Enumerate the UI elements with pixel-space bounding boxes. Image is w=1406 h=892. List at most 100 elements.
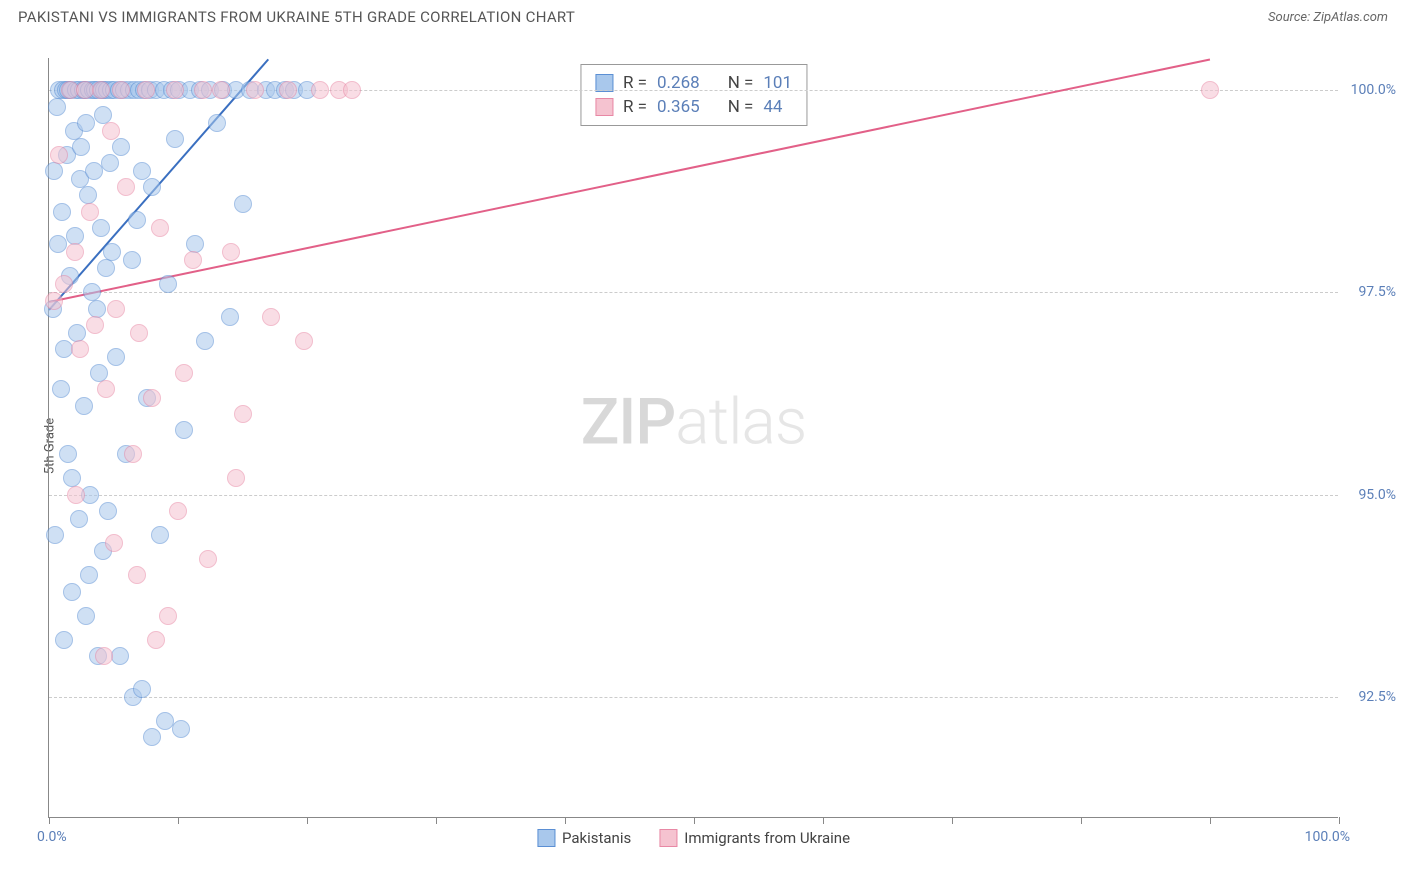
data-point bbox=[159, 607, 177, 625]
legend-label: Pakistanis bbox=[562, 829, 631, 847]
data-point bbox=[295, 332, 313, 350]
gridline bbox=[49, 495, 1338, 496]
data-point bbox=[196, 332, 214, 350]
data-point bbox=[143, 178, 161, 196]
data-point bbox=[55, 631, 73, 649]
legend-item: Pakistanis bbox=[537, 829, 631, 847]
data-point bbox=[172, 720, 190, 738]
stats-row: R = 0.268 N = 101 bbox=[595, 71, 792, 95]
data-point bbox=[80, 566, 98, 584]
data-point bbox=[133, 162, 151, 180]
data-point bbox=[50, 146, 68, 164]
x-tick bbox=[1210, 817, 1211, 824]
data-point bbox=[166, 81, 184, 99]
data-point bbox=[86, 316, 104, 334]
swatch-icon bbox=[595, 98, 613, 116]
data-point bbox=[53, 203, 71, 221]
x-tick bbox=[436, 817, 437, 824]
data-point bbox=[151, 526, 169, 544]
stat-label: N = bbox=[728, 97, 754, 117]
data-point bbox=[92, 219, 110, 237]
data-point bbox=[111, 647, 129, 665]
legend-label: Immigrants from Ukraine bbox=[684, 829, 850, 847]
data-point bbox=[77, 114, 95, 132]
data-point bbox=[234, 405, 252, 423]
data-point bbox=[194, 81, 212, 99]
data-point bbox=[107, 348, 125, 366]
data-point bbox=[46, 526, 64, 544]
gridline bbox=[49, 697, 1338, 698]
data-point bbox=[123, 251, 141, 269]
data-point bbox=[112, 138, 130, 156]
data-point bbox=[81, 203, 99, 221]
data-point bbox=[133, 680, 151, 698]
data-point bbox=[147, 631, 165, 649]
data-point bbox=[246, 81, 264, 99]
data-point bbox=[55, 275, 73, 293]
data-point bbox=[102, 122, 120, 140]
data-point bbox=[45, 162, 63, 180]
data-point bbox=[68, 324, 86, 342]
data-point bbox=[208, 114, 226, 132]
data-point bbox=[101, 154, 119, 172]
x-tick bbox=[823, 817, 824, 824]
gridline bbox=[49, 292, 1338, 293]
data-point bbox=[221, 308, 239, 326]
data-point bbox=[199, 550, 217, 568]
data-point bbox=[97, 380, 115, 398]
data-point bbox=[66, 243, 84, 261]
data-point bbox=[105, 534, 123, 552]
data-point bbox=[72, 138, 90, 156]
watermark: ZIPatlas bbox=[581, 385, 807, 460]
data-point bbox=[52, 380, 70, 398]
data-point bbox=[79, 186, 97, 204]
data-point bbox=[212, 81, 230, 99]
data-point bbox=[48, 98, 66, 116]
data-point bbox=[67, 486, 85, 504]
swatch-icon bbox=[595, 74, 613, 92]
data-point bbox=[124, 445, 142, 463]
data-point bbox=[175, 364, 193, 382]
stats-row: R = 0.365 N = 44 bbox=[595, 95, 792, 119]
data-point bbox=[159, 275, 177, 293]
stat-r-value: 0.365 bbox=[657, 97, 700, 117]
x-tick bbox=[952, 817, 953, 824]
x-tick bbox=[49, 817, 50, 824]
data-point bbox=[92, 81, 110, 99]
x-axis-max-label: 100.0% bbox=[1305, 829, 1350, 845]
stat-n-value: 44 bbox=[763, 97, 782, 117]
data-point bbox=[279, 81, 297, 99]
x-tick bbox=[1081, 817, 1082, 824]
stat-label: R = bbox=[623, 97, 647, 117]
data-point bbox=[63, 583, 81, 601]
chart-source: Source: ZipAtlas.com bbox=[1268, 10, 1388, 25]
data-point bbox=[117, 178, 135, 196]
data-point bbox=[75, 397, 93, 415]
data-point bbox=[59, 445, 77, 463]
y-tick-label: 95.0% bbox=[1358, 487, 1396, 503]
x-tick bbox=[307, 817, 308, 824]
data-point bbox=[70, 510, 88, 528]
data-point bbox=[175, 421, 193, 439]
data-point bbox=[107, 300, 125, 318]
legend: Pakistanis Immigrants from Ukraine bbox=[537, 829, 850, 847]
data-point bbox=[95, 647, 113, 665]
data-point bbox=[45, 292, 63, 310]
data-point bbox=[262, 308, 280, 326]
data-point bbox=[99, 502, 117, 520]
swatch-icon bbox=[537, 829, 555, 847]
data-point bbox=[311, 81, 329, 99]
data-point bbox=[137, 81, 155, 99]
data-point bbox=[169, 502, 187, 520]
data-point bbox=[227, 469, 245, 487]
x-tick bbox=[565, 817, 566, 824]
data-point bbox=[234, 195, 252, 213]
data-point bbox=[97, 259, 115, 277]
data-point bbox=[128, 211, 146, 229]
y-tick-label: 100.0% bbox=[1351, 82, 1396, 98]
data-point bbox=[184, 251, 202, 269]
data-point bbox=[222, 243, 240, 261]
x-tick bbox=[178, 817, 179, 824]
stats-box: R = 0.268 N = 101 R = 0.365 N = 44 bbox=[580, 64, 807, 126]
y-tick-label: 97.5% bbox=[1358, 284, 1396, 300]
